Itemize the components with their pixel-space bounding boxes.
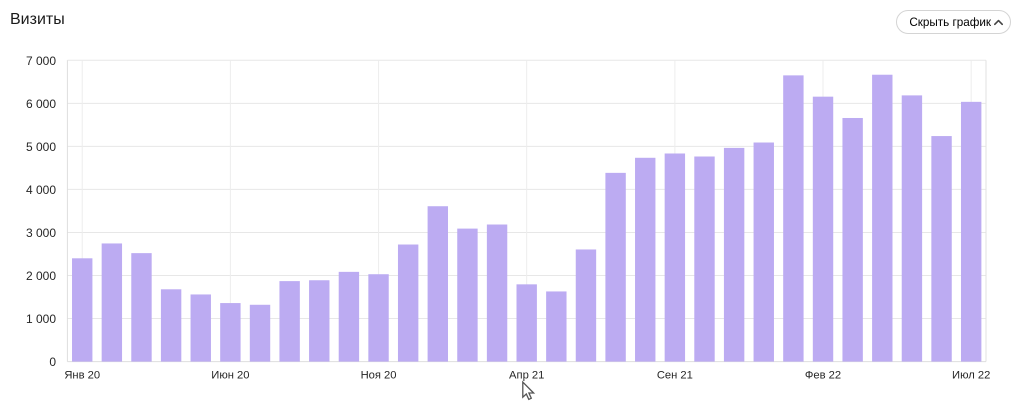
svg-text:Ноя 20: Ноя 20: [361, 370, 397, 382]
svg-text:Фев 22: Фев 22: [805, 370, 841, 382]
svg-text:5 000: 5 000: [26, 140, 56, 154]
svg-text:Янв 20: Янв 20: [64, 370, 100, 382]
svg-text:1 000: 1 000: [26, 312, 56, 326]
svg-text:Июн 20: Июн 20: [211, 370, 249, 382]
svg-text:7 000: 7 000: [26, 54, 56, 68]
svg-text:0: 0: [49, 355, 56, 369]
svg-text:Апр 21: Апр 21: [509, 370, 544, 382]
svg-text:Июл 22: Июл 22: [952, 370, 990, 382]
svg-text:3 000: 3 000: [26, 226, 56, 240]
svg-text:Сен 21: Сен 21: [657, 370, 693, 382]
svg-text:4 000: 4 000: [26, 183, 56, 197]
svg-text:2 000: 2 000: [26, 269, 56, 283]
svg-text:6 000: 6 000: [26, 97, 56, 111]
